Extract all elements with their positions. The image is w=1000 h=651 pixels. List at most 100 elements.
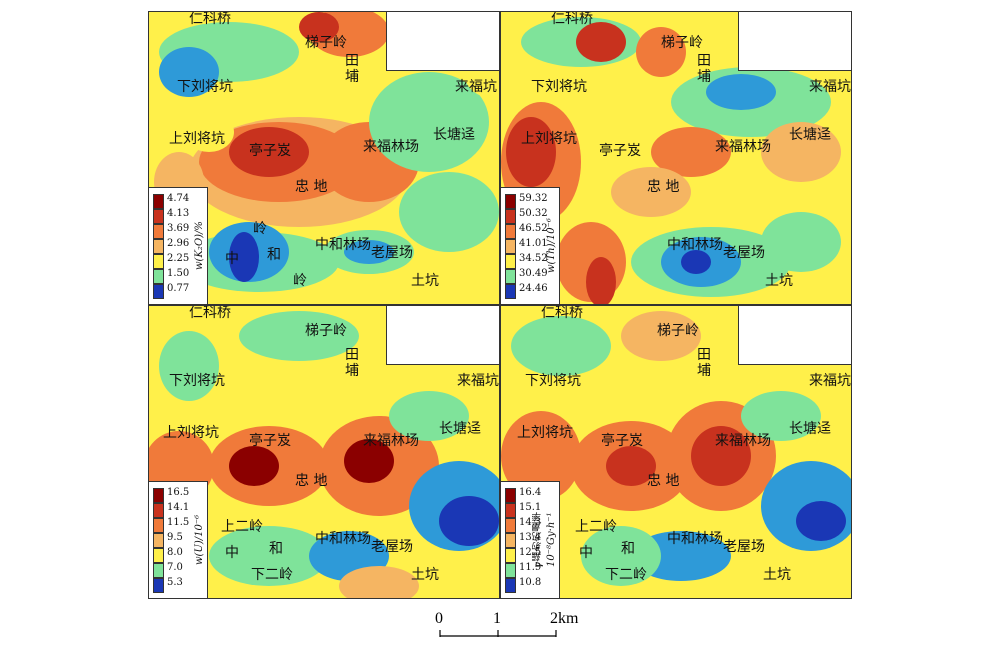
place-label: 亭子岌	[599, 143, 641, 159]
scale-label-two: 2km	[550, 610, 579, 627]
legend-swatch	[153, 488, 164, 503]
place-label: 老屋场	[371, 245, 413, 261]
place-label: 中	[225, 251, 239, 267]
place-label: 土坑	[765, 273, 793, 289]
scale-bar: 0 1 2km	[430, 610, 630, 650]
place-label: 梯子岭	[661, 35, 703, 51]
place-label: 中	[579, 545, 593, 561]
legend-value: 2.96	[167, 238, 190, 249]
place-label: 土坑	[763, 567, 791, 583]
place-label: 上刘将坑	[521, 131, 577, 147]
legend-title: w(Th)/10⁻⁶	[546, 218, 557, 274]
place-label: 中和林场	[315, 237, 371, 253]
legend-value: 13.4	[519, 532, 542, 543]
legend-value: 9.5	[167, 532, 183, 543]
place-label: 仁科桥	[541, 305, 583, 321]
legend-value: 16.5	[167, 487, 190, 498]
place-label: 田	[697, 53, 711, 69]
legend-swatch	[505, 518, 516, 533]
place-label: 埔	[697, 69, 711, 85]
place-label: 来福坑	[809, 373, 851, 389]
place-label: 土坑	[411, 273, 439, 289]
place-label: 老屋场	[723, 539, 765, 555]
legend-swatch	[153, 548, 164, 563]
legend-swatch	[505, 533, 516, 548]
place-label: 长塘迳	[789, 127, 831, 143]
place-label: 亭子岌	[249, 143, 291, 159]
legend-swatch	[505, 194, 516, 209]
place-label: 仁科桥	[189, 11, 231, 27]
place-label: 土坑	[411, 567, 439, 583]
place-label: 仁科桥	[551, 11, 593, 27]
place-label: 中	[225, 545, 239, 561]
scale-label-zero: 0	[435, 610, 443, 627]
legend-value: 14.1	[167, 502, 190, 513]
place-label: 埔	[697, 363, 711, 379]
place-label: 上刘将坑	[163, 425, 219, 441]
place-label: 梯子岭	[305, 35, 347, 51]
place-label: 上二岭	[575, 519, 617, 535]
place-label: 中和林场	[667, 531, 723, 547]
place-label: 岭	[293, 273, 307, 289]
place-label: 上刘将坑	[517, 425, 573, 441]
place-label: 亭子岌	[249, 433, 291, 449]
place-label: 埔	[345, 363, 359, 379]
map-panel-th: 仁科桥 梯子岭 田 埔 下刘将坑 来福坑 上刘将坑 亭子岌 来福林场 长塘迳 忠…	[500, 11, 852, 305]
legend-swatch	[153, 224, 164, 239]
legend-value: 12.5	[519, 547, 542, 558]
legend-value: 11.9	[519, 562, 542, 573]
legend-swatch	[505, 269, 516, 284]
legend-swatch	[505, 284, 516, 299]
place-label: 上二岭	[221, 519, 263, 535]
legend-swatch	[505, 578, 516, 593]
place-label: 和	[621, 541, 635, 557]
place-label: 仁科桥	[189, 305, 231, 321]
map-notch	[738, 12, 851, 71]
place-label: 田	[697, 347, 711, 363]
place-label: 中和林场	[667, 237, 723, 253]
place-label: 长塘迳	[789, 421, 831, 437]
legend-swatch	[505, 254, 516, 269]
place-label: 忠 地	[295, 473, 328, 489]
place-label: 埔	[345, 69, 359, 85]
legend-value: 2.25	[167, 253, 190, 264]
map-notch	[738, 306, 851, 365]
place-label: 和	[267, 247, 281, 263]
legend-gamma: 16.4 15.1 14.3 13.4 12.5 11.9 10.8 γ辐射剂量…	[501, 481, 560, 598]
legend-value: 59.32	[519, 193, 548, 204]
legend-title: w(K₂O)/%	[194, 221, 205, 271]
legend-th: 59.32 50.32 46.52 41.01 34.52 30.49 24.4…	[501, 187, 560, 304]
place-label: 田	[345, 347, 359, 363]
legend-value: 4.74	[167, 193, 190, 204]
map-panel-gamma: 仁科桥 梯子岭 田 埔 下刘将坑 来福坑 上刘将坑 亭子岌 来福林场 长塘迳 忠…	[500, 305, 852, 599]
legend-value: 7.0	[167, 562, 183, 573]
legend-swatch	[153, 239, 164, 254]
legend-value: 24.46	[519, 283, 548, 294]
place-label: 来福坑	[455, 79, 497, 95]
legend-swatch	[153, 503, 164, 518]
place-label: 来福林场	[715, 139, 771, 155]
legend-value: 3.69	[167, 223, 190, 234]
map-panel-u: 仁科桥 梯子岭 田 埔 下刘将坑 来福坑 上刘将坑 亭子岌 来福林场 长塘迳 忠…	[148, 305, 500, 599]
place-label: 忠 地	[647, 473, 680, 489]
place-label: 中和林场	[315, 531, 371, 547]
scale-bar-line	[439, 630, 557, 637]
legend-value: 15.1	[519, 502, 542, 513]
legend-swatch	[505, 548, 516, 563]
legend-value: 14.3	[519, 517, 542, 528]
place-label: 来福林场	[363, 139, 419, 155]
map-notch	[386, 306, 499, 365]
contour-map-th	[501, 12, 851, 304]
legend-swatch	[153, 533, 164, 548]
place-label: 亭子岌	[601, 433, 643, 449]
legend-swatch	[153, 209, 164, 224]
legend-value: 30.49	[519, 268, 548, 279]
legend-swatch	[153, 578, 164, 593]
legend-swatch	[505, 563, 516, 578]
legend-swatch	[153, 518, 164, 533]
legend-value: 4.13	[167, 208, 190, 219]
place-label: 下刘将坑	[169, 373, 225, 389]
place-label: 下二岭	[251, 567, 293, 583]
legend-swatch	[153, 284, 164, 299]
legend-swatch	[505, 209, 516, 224]
